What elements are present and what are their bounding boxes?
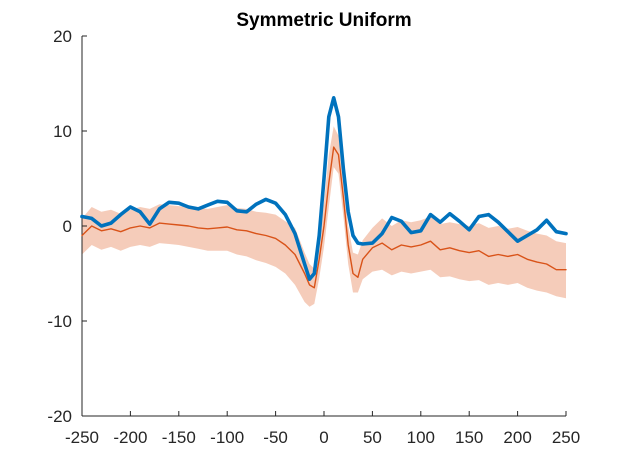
series-0-line xyxy=(80,96,568,281)
x-tick-label: 150 xyxy=(455,428,483,447)
y-tick-label: 20 xyxy=(53,27,72,46)
y-tick-label: 10 xyxy=(53,122,72,141)
x-tick-label: -250 xyxy=(65,428,99,447)
x-tick-label: 250 xyxy=(552,428,580,447)
x-tick-label: -200 xyxy=(113,428,147,447)
x-tick-label: 50 xyxy=(363,428,382,447)
x-tick-label: -100 xyxy=(210,428,244,447)
y-tick-label: 0 xyxy=(63,217,72,236)
y-tick-label: -10 xyxy=(47,312,72,331)
series-1-line xyxy=(81,146,567,289)
x-tick-label: -50 xyxy=(263,428,288,447)
x-tick-label: 200 xyxy=(503,428,531,447)
x-tick-label: 100 xyxy=(407,428,435,447)
plot-area: -250 -200 -150 -100 -50 0 50 100 150 200 250-20-10… xyxy=(47,27,580,447)
chart-title: Symmetric Uniform xyxy=(236,10,411,31)
y-tick-label: -20 xyxy=(47,407,72,426)
series-1-band xyxy=(82,126,566,307)
x-tick-label: -150 xyxy=(162,428,196,447)
x-tick-label: 0 xyxy=(319,428,328,447)
